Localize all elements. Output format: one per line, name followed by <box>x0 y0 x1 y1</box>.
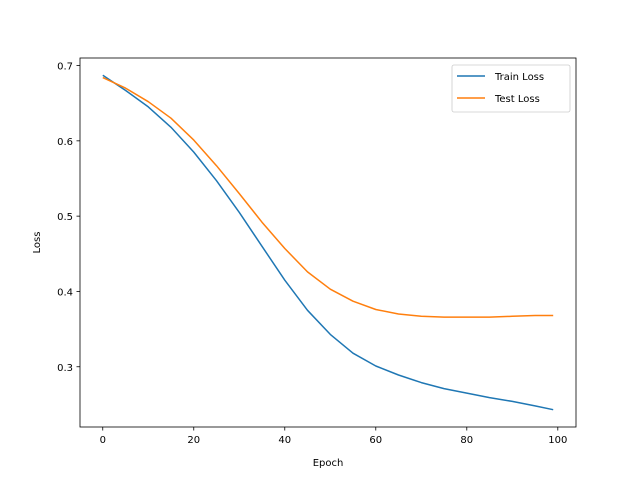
series-line-1 <box>102 76 554 318</box>
y-axis-label: Loss <box>32 232 43 254</box>
x-axis-label: Epoch <box>313 458 344 469</box>
x-tick-label: 100 <box>548 435 567 446</box>
y-tick-label: 0.6 <box>57 137 73 148</box>
y-tick-label: 0.4 <box>57 287 73 298</box>
axis-ticks: 0 20 40 60 80 100 0.3 0.4 0.5 0.6 0.7 <box>57 62 567 446</box>
series-line-0 <box>102 74 554 411</box>
x-tick-label: 0 <box>100 435 106 446</box>
x-tick-label: 80 <box>460 435 473 446</box>
y-tick-label: 0.5 <box>57 212 73 223</box>
axes-frame <box>79 57 577 428</box>
legend-label-0: Train Loss <box>494 72 544 83</box>
x-tick-label: 60 <box>369 435 382 446</box>
x-tick-label: 40 <box>278 435 291 446</box>
legend: Train Loss Test Loss <box>451 64 571 113</box>
plot-area <box>102 74 554 411</box>
y-tick-label: 0.7 <box>57 62 73 73</box>
y-tick-label: 0.3 <box>57 363 73 374</box>
legend-label-1: Test Loss <box>494 94 540 105</box>
x-tick-label: 20 <box>187 435 200 446</box>
